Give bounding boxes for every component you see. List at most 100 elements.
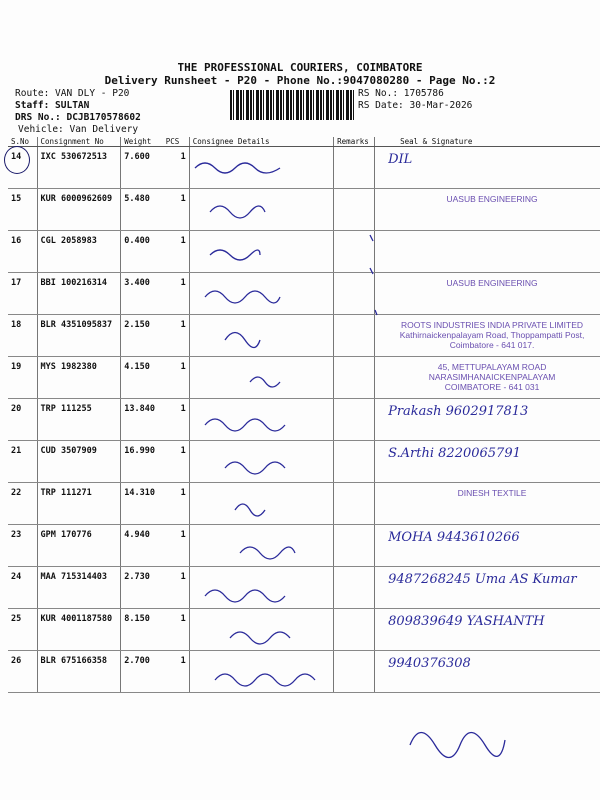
- cell-weight: 4.940: [120, 524, 163, 567]
- cell-weight-text: 5.480: [124, 194, 150, 204]
- cell-seal: 45, METTUPALAYAM ROAD NARASIMHANAICKENPAL…: [374, 356, 600, 399]
- company-title: THE PROFESSIONAL COURIERS, COIMBATORE: [177, 61, 423, 74]
- cell-sno-text: 21: [11, 446, 22, 456]
- consignee-signature: [249, 376, 281, 388]
- consignee-signature: [204, 290, 281, 304]
- circled-mark: [4, 146, 30, 174]
- seal-signature-text: ROOTS INDUSTRIES INDIA PRIVATE LIMITED: [401, 320, 584, 330]
- table-row: 24 MAA 715314403 2.730 1 9487268245 Uma AS K…: [8, 566, 600, 609]
- seal-signature-text: Prakash 9602917813: [388, 404, 529, 419]
- consignee-signature: [234, 503, 266, 517]
- cell-pcs: 1: [162, 524, 190, 567]
- vehicle: Vehicle: Van Delivery: [18, 124, 139, 135]
- col-seal: Seal & Signature: [374, 137, 600, 147]
- seal-signature-text: UASUB ENGINEERING: [446, 194, 538, 204]
- cell-consignee: [188, 566, 334, 609]
- cell-consignment-no-text: CUD 3507909: [40, 446, 97, 456]
- cell-weight-text: 14.310: [124, 488, 155, 498]
- cell-consignment-no-text: BLR 4351095837: [40, 320, 113, 330]
- cell-pcs: 1: [162, 608, 190, 651]
- cell-weight: 3.400: [120, 272, 163, 315]
- cell-sno: 22: [8, 482, 38, 525]
- cell-sno: 26: [8, 650, 38, 693]
- cell-sno-text: 15: [11, 194, 22, 204]
- consignee-signature: [224, 461, 286, 475]
- cell-consignment-no-text: IXC 530672513: [40, 152, 108, 162]
- cell-pcs: 1: [162, 188, 190, 231]
- cell-seal: ROOTS INDUSTRIES INDIA PRIVATE LIMITED Ka…: [374, 314, 600, 357]
- cell-consignment-no-text: KUR 4001187580: [40, 614, 113, 624]
- cell-sno: 25: [8, 608, 38, 651]
- rs-number: RS No.: 1705786: [358, 88, 444, 99]
- runsheet-table: S.No Consignment No Weight PCS Consignee…: [8, 137, 600, 693]
- seal-signature-text: S.Arthi 8220065791: [388, 446, 521, 461]
- cell-consignee: [188, 314, 334, 357]
- cell-weight: 7.600: [120, 146, 163, 189]
- staff-signature: [409, 731, 506, 759]
- cell-pcs-text: 1: [180, 656, 186, 666]
- cell-consignment-no: BLR 675166358: [36, 650, 121, 693]
- cell-pcs-text: 1: [180, 362, 186, 372]
- cell-seal: DIL: [374, 146, 600, 189]
- cell-consignment-no-text: MYS 1982380: [40, 362, 97, 372]
- cell-pcs: 1: [162, 230, 190, 273]
- cell-remarks: [333, 188, 375, 231]
- cell-sno: 18: [8, 314, 38, 357]
- cell-sno: 17: [8, 272, 38, 315]
- cell-pcs: 1: [162, 482, 190, 525]
- cell-consignment-no-text: BLR 675166358: [40, 656, 108, 666]
- col-weight: Weight: [120, 137, 163, 147]
- cell-seal: 809839649 YASHANTH: [374, 608, 600, 651]
- seal-signature-text: 809839649 YASHANTH: [388, 614, 545, 629]
- cell-remarks: [333, 524, 375, 567]
- cell-consignment-no: TRP 111255: [36, 398, 121, 441]
- cell-consignee: [188, 524, 334, 567]
- cell-consignment-no: CGL 2058983: [36, 230, 121, 273]
- table-row: 21 CUD 3507909 16.990 1 S.Arthi 8220065791: [8, 440, 600, 483]
- cell-seal: DINESH TEXTILE: [374, 482, 600, 525]
- cell-weight-text: 4.940: [124, 530, 150, 540]
- cell-weight: 8.150: [120, 608, 163, 651]
- route: Route: VAN DLY - P20: [15, 88, 130, 99]
- cell-consignment-no: BBI 100216314: [36, 272, 121, 315]
- consignee-signature: [209, 205, 266, 219]
- consignee-signature: [204, 418, 286, 432]
- cell-consignment-no-text: BBI 100216314: [40, 278, 108, 288]
- seal-signature-text: DINESH TEXTILE: [457, 488, 527, 498]
- cell-seal: 9940376308: [374, 650, 600, 693]
- cell-weight: 2.700: [120, 650, 163, 693]
- cell-pcs-text: 1: [180, 278, 186, 288]
- cell-weight-text: 2.700: [124, 656, 150, 666]
- cell-sno-text: 17: [11, 278, 22, 288]
- cell-pcs-text: 1: [180, 488, 186, 498]
- drs-number: DRS No.: DCJB170578602: [15, 112, 141, 123]
- cell-sno: 23: [8, 524, 38, 567]
- cell-consignee: [188, 440, 334, 483]
- cell-sno-text: 23: [11, 530, 22, 540]
- consignee-signature: [194, 162, 281, 174]
- stamp-line: Coimbatore - 641 017.: [449, 340, 535, 350]
- col-consignee: Consignee Details: [188, 137, 334, 147]
- cell-pcs-text: 1: [180, 572, 186, 582]
- cell-pcs-text: 1: [180, 194, 186, 204]
- cell-consignment-no: KUR 4001187580: [36, 608, 121, 651]
- remark-marks: [369, 234, 378, 316]
- cell-remarks: [333, 356, 375, 399]
- table-header: S.No Consignment No Weight PCS Consignee…: [8, 137, 600, 147]
- cell-remarks: [333, 608, 375, 651]
- consignee-signature: [229, 631, 291, 645]
- cell-weight: 0.400: [120, 230, 163, 273]
- cell-sno: 20: [8, 398, 38, 441]
- cell-sno-text: 24: [11, 572, 22, 582]
- cell-weight: 4.150: [120, 356, 163, 399]
- cell-weight-text: 4.150: [124, 362, 150, 372]
- cell-sno-text: 25: [11, 614, 22, 624]
- cell-pcs-text: 1: [180, 236, 186, 246]
- table-row: 17 BBI 100216314 3.400 1 UASUB ENGINEERING: [8, 272, 600, 315]
- table-row: 22 TRP 111271 14.310 1 DINESH TEXTILE: [8, 482, 600, 525]
- cell-remarks: [333, 398, 375, 441]
- cell-weight-text: 16.990: [124, 446, 155, 456]
- runsheet-subtitle: Delivery Runsheet - P20 - Phone No.:9047…: [104, 74, 496, 87]
- cell-consignment-no: CUD 3507909: [36, 440, 121, 483]
